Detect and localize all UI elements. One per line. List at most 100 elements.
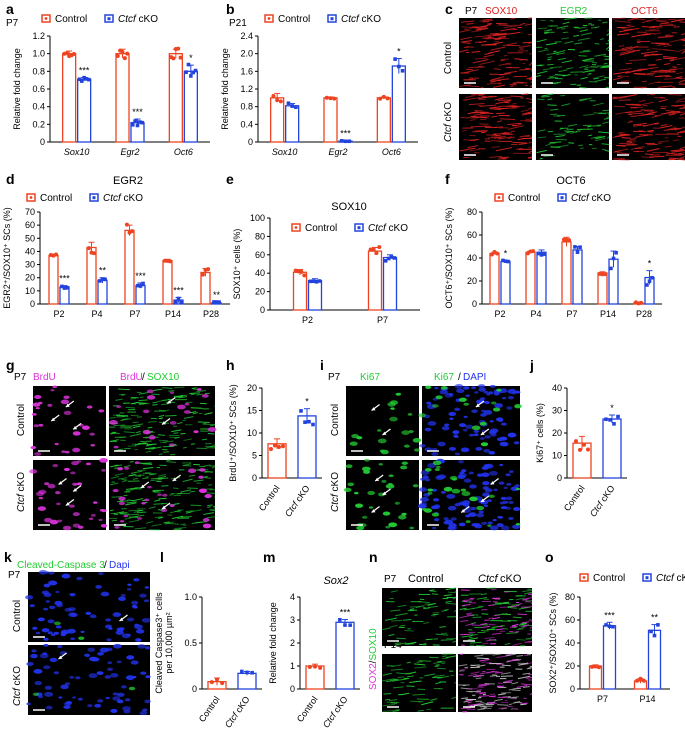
b-data-point [378,96,383,101]
c-0-sox10-signal [469,26,478,29]
k-1-nucleus [130,660,139,665]
c-1-oct6-signal [642,122,659,127]
n-0-ko-signal [519,603,523,605]
c-1-sox10-signal [473,111,486,114]
d-data-point [54,252,59,257]
c-0-sox10-signal [459,84,471,87]
o-data-point [656,623,660,627]
g-1-merge-signal [116,500,129,503]
i-1-merge-nucleus [468,471,474,475]
b-legend-ko-italic: Ctcf [341,14,360,25]
a-significance: *** [132,107,143,117]
n-0-ko-signal [520,624,530,628]
g-1-brdu-nucleus [55,491,61,495]
d-data-point [179,300,183,305]
c-0-sox10-signal [460,40,472,43]
k-1-nucleus [26,661,34,666]
c-0-sox10-signal [503,25,517,29]
i-0-ki67-nucleus [379,449,385,453]
o-legend-control-label: Control [593,573,625,584]
k-1-nucleus [106,667,114,672]
n-1-control-signal [390,702,398,704]
a-legend: Control Ctcf cKO [41,14,158,25]
n-0-ko-signal [490,588,497,591]
c-1-sox10-signal [511,103,517,105]
i-1-ki67-nucleus [347,482,355,487]
c-1-oct6-signal [614,105,626,108]
arrow-icon-head [162,421,166,425]
c-1-oct6-signal [627,112,645,115]
g-1-brdu-nucleus [56,519,63,523]
g-1-merge-nucleus [198,488,208,493]
k-0-nucleus [126,617,135,622]
c-1-egr2-signal [536,149,547,154]
g-1-merge-nucleus [202,523,212,529]
m-data-point [348,623,352,627]
b-significance: * [397,47,401,57]
j-data-point [608,418,612,422]
b-data-point [271,94,276,99]
k-0-nucleus [50,633,56,637]
f-bar [572,249,583,305]
n-1-ko-signal [494,698,503,702]
n-0-control-signal [445,587,456,591]
g-1-brdu-nucleus [101,509,107,513]
c-0-sox10-signal [519,68,530,71]
c-1-sox10-signal [516,147,523,150]
h-x-tick-label-suffix: cKO [292,483,312,505]
g-0-merge-nucleus [169,391,175,394]
n-0-control [382,587,457,646]
g-0-merge-signal [183,438,192,441]
c-1-oct6-signal [626,141,632,143]
k-0-nucleus [45,600,51,603]
d-legend-ko-suffix: cKO [121,193,143,204]
c-0-oct6-signal [612,17,626,20]
i-1-ki67-nucleus [401,512,407,516]
n-1-ko-signal [520,703,527,706]
c-1-egr2-signal [598,131,610,134]
c-0-oct6-signal [652,48,669,51]
n-0-ko-signal [501,613,512,616]
d-bar [135,284,146,305]
c-1-oct6-signal [630,115,638,117]
c-0-egr2-signal [558,69,568,73]
e-legend: Control Ctcf cKO [291,223,408,234]
i-1-merge-nucleus [483,463,491,468]
c-1-oct6-signal [629,138,637,140]
g-label-brdu: BrdU [33,372,56,383]
g-0-merge-nucleus [196,388,202,391]
n-0-control-signal [409,608,415,611]
o-x-tick-label: P7 [597,694,608,704]
g-0-merge-nucleus [148,435,156,440]
d-legend-ko-square [92,196,96,200]
i-1-merge-nucleus [474,524,483,529]
c-0-sox10-signal [493,68,501,70]
c-1-sox10-signal [465,95,476,99]
i-1-merge-nucleus [433,498,440,502]
g-0-merge-signal [183,446,187,449]
c-1-sox10-signal [528,141,533,144]
c-0-oct6-signal [619,68,632,71]
c-1-oct6-signal [633,106,644,109]
g-0-merge-signal [178,396,187,399]
b-y-tick-label: 1.6 [240,66,253,76]
a-data-point [138,120,142,124]
c-1-egr2-signal [587,125,592,128]
i-1-merge-nucleus [420,497,429,502]
n-1-ko-signal [517,662,529,666]
c-0-sox10-signal [500,28,516,32]
g-1-brdu-nucleus [71,460,80,466]
n-0-ko-signal [475,644,486,647]
a-y-tick-label: 0.8 [32,66,45,76]
b-data-point [343,139,348,144]
c-0-sox10-signal [498,63,510,66]
g-0-merge-signal [142,436,149,439]
a-data-point [178,55,183,60]
a-bar [168,53,183,143]
f-legend-ko-label: Ctcf cKO [571,193,611,204]
g-0-merge-signal [190,393,195,396]
n-0-control-signal [389,624,398,628]
g-0-brdu-nucleus [63,395,70,400]
c-1-sox10-signal [524,135,533,138]
g-0-merge-nucleus [201,393,209,398]
